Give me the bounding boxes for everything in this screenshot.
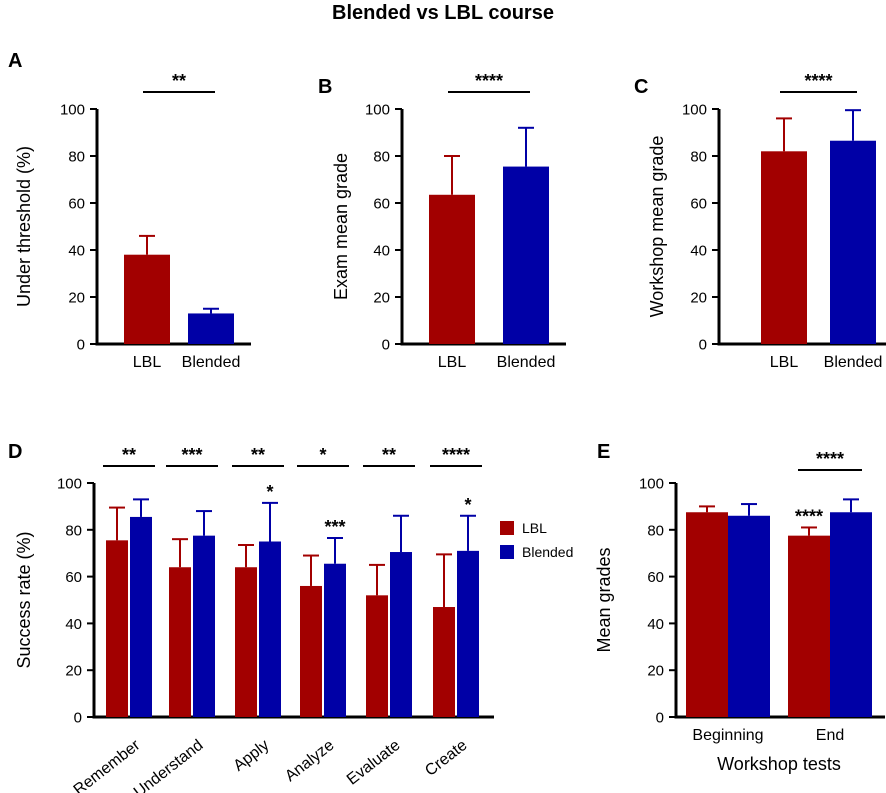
- legend-label-lbl: LBL: [522, 520, 547, 536]
- panel-C-ylabel: Workshop mean grade: [647, 136, 667, 318]
- panel-D-category-label: Create: [422, 737, 470, 780]
- panel-B-category-label: LBL: [438, 354, 467, 371]
- panel-D-lbl-bar: [300, 585, 322, 717]
- panel-D-blended-bar: [457, 550, 479, 717]
- panel-C-significance-label: ****: [804, 71, 832, 91]
- panel-D-ytick-label: 60: [65, 569, 82, 586]
- panel-D-bar-annotation: *: [464, 495, 471, 515]
- panel-B-significance-label: ****: [475, 71, 503, 91]
- panel-A-category-label: LBL: [133, 354, 162, 371]
- panel-D-lbl-bar: [433, 607, 455, 717]
- panel-C-blended-bar: [830, 140, 876, 344]
- panel-D-significance-label: *: [319, 445, 326, 465]
- panel-D-lbl-bar: [169, 567, 191, 717]
- panel-D-blended-bar: [130, 516, 152, 717]
- panel-D-significance-label: ****: [442, 445, 470, 465]
- panel-D-category-label: Understand: [131, 737, 207, 793]
- panel-B-ytick-label: 20: [373, 290, 390, 307]
- panel-C-category-label: LBL: [770, 354, 799, 371]
- panel-A-ytick-label: 20: [68, 290, 85, 307]
- panel-E-ytick-label: 0: [656, 710, 664, 727]
- panel-D-letter: D: [8, 441, 22, 463]
- panel-E-letter: E: [597, 441, 610, 463]
- panel-A-category-label: Blended: [182, 354, 241, 371]
- panel-A-lbl-bar: [124, 254, 170, 344]
- panel-E-ytick-label: 60: [647, 569, 664, 586]
- panel-D-blended-bar: [259, 541, 281, 717]
- panel-D-ytick-label: 0: [74, 710, 82, 727]
- panel-D-lbl-bar: [106, 540, 128, 717]
- panel-D-category-label: Evaluate: [344, 737, 404, 789]
- panel-E-category-label: Beginning: [692, 727, 763, 744]
- legend-swatch-blended: [500, 545, 514, 559]
- panel-E-ytick-label: 80: [647, 522, 664, 539]
- panel-D-significance-label: **: [251, 445, 265, 465]
- panel-D-lbl-bar: [235, 567, 257, 717]
- panel-C-ytick-label: 100: [682, 102, 707, 119]
- panel-A-ytick-label: 100: [60, 102, 85, 119]
- panel-A-ytick-label: 0: [77, 337, 85, 354]
- panel-A-significance-label: **: [172, 71, 186, 91]
- panel-B-letter: B: [318, 76, 332, 98]
- panel-D-blended-bar: [193, 535, 215, 717]
- panel-D-category-label: Apply: [230, 737, 272, 775]
- panel-E-category-label: End: [816, 727, 844, 744]
- panel-E-ylabel: Mean grades: [594, 547, 614, 652]
- panel-D-ytick-label: 80: [65, 522, 82, 539]
- panel-E-blended-bar: [728, 515, 770, 717]
- panel-C-ytick-label: 40: [690, 243, 707, 260]
- panel-E-ytick-label: 100: [639, 476, 664, 493]
- panel-D-category-label: Remember: [71, 736, 144, 793]
- panel-E-bar-annotation: ****: [795, 506, 823, 526]
- panel-A-ytick-label: 80: [68, 149, 85, 166]
- panel-A-letter: A: [8, 50, 22, 72]
- panel-E-xlabel: Workshop tests: [717, 754, 841, 774]
- panel-E-significance-label: ****: [816, 449, 844, 469]
- panel-A-ylabel: Under threshold (%): [14, 146, 34, 307]
- panel-D-bar-annotation: *: [266, 482, 273, 502]
- panel-B-ytick-label: 40: [373, 243, 390, 260]
- panel-E-ytick-label: 40: [647, 616, 664, 633]
- panel-C-ytick-label: 0: [699, 337, 707, 354]
- panel-D-ytick-label: 100: [57, 476, 82, 493]
- legend-label-blended: Blended: [522, 544, 573, 560]
- panel-C-category-label: Blended: [824, 354, 883, 371]
- panel-C-ytick-label: 80: [690, 149, 707, 166]
- panel-D-significance-label: **: [122, 445, 136, 465]
- panel-D-ytick-label: 40: [65, 616, 82, 633]
- panel-A-ytick-label: 40: [68, 243, 85, 260]
- panel-C-letter: C: [634, 76, 648, 98]
- panel-D-significance-label: **: [382, 445, 396, 465]
- panel-B-category-label: Blended: [497, 354, 556, 371]
- panel-B-lbl-bar: [429, 194, 475, 344]
- panel-A-ytick-label: 60: [68, 196, 85, 213]
- panel-D-significance-label: ***: [181, 445, 202, 465]
- panel-B-ytick-label: 60: [373, 196, 390, 213]
- panel-C-ytick-label: 60: [690, 196, 707, 213]
- panel-D-lbl-bar: [366, 595, 388, 717]
- panel-B-blended-bar: [503, 166, 549, 344]
- panel-E-lbl-bar: [788, 535, 830, 717]
- panel-D-ylabel: Success rate (%): [14, 531, 34, 668]
- legend-swatch-lbl: [500, 521, 514, 535]
- figure-title: Blended vs LBL course: [332, 2, 554, 24]
- panel-C-lbl-bar: [761, 151, 807, 344]
- panel-D-ytick-label: 20: [65, 663, 82, 680]
- panel-B-ytick-label: 100: [365, 102, 390, 119]
- panel-D-category-label: Analyze: [282, 737, 337, 786]
- panel-A-blended-bar: [188, 313, 234, 344]
- panel-C-ytick-label: 20: [690, 290, 707, 307]
- panel-B-ytick-label: 0: [382, 337, 390, 354]
- panel-E-ytick-label: 20: [647, 663, 664, 680]
- panel-B-ytick-label: 80: [373, 149, 390, 166]
- panel-B-ylabel: Exam mean grade: [331, 153, 351, 300]
- panel-E-lbl-bar: [686, 512, 728, 717]
- panel-D-blended-bar: [324, 563, 346, 717]
- panel-D-blended-bar: [390, 552, 412, 717]
- panel-E-blended-bar: [830, 512, 872, 717]
- panel-D-bar-annotation: ***: [324, 517, 345, 537]
